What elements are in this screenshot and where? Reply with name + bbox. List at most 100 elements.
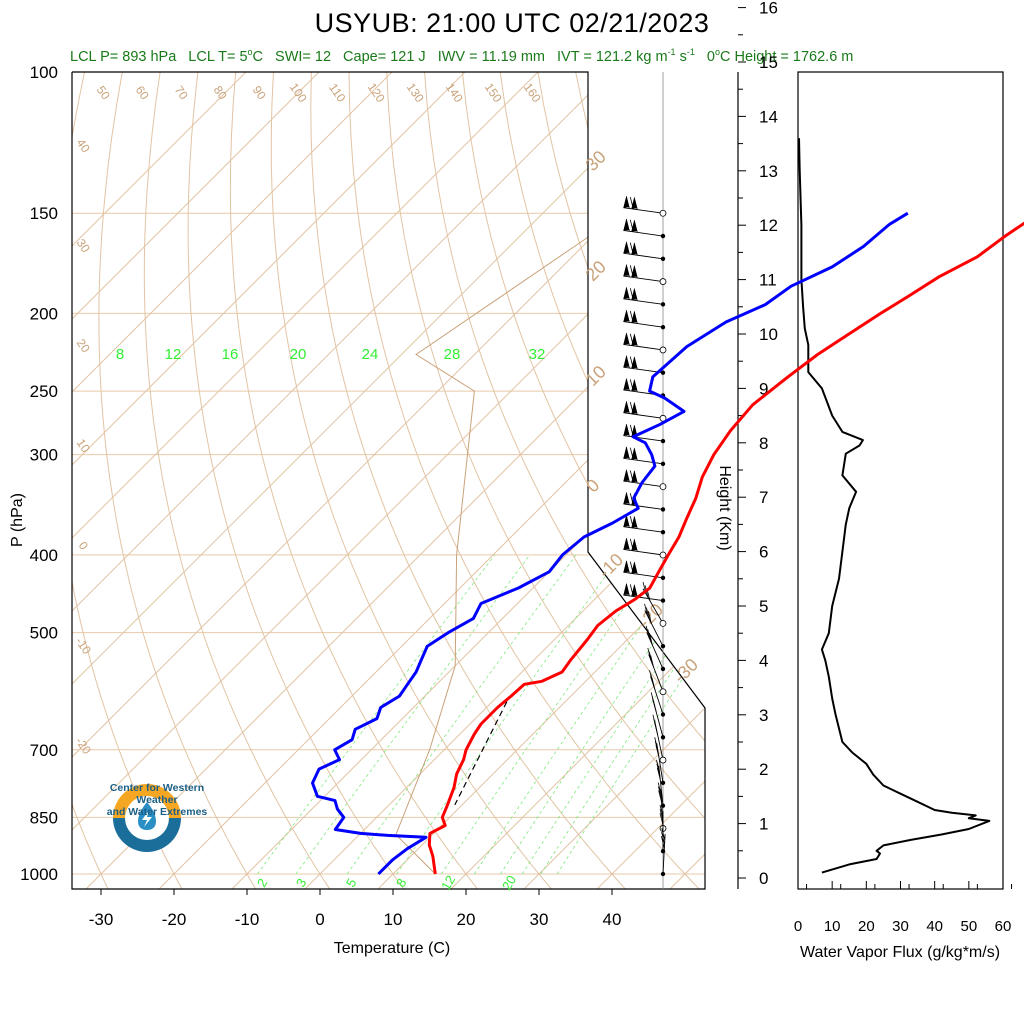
freezing-level-height: 0	[706, 48, 715, 65]
mixing-ratio-line	[556, 554, 705, 875]
skewt-grid	[72, 72, 1024, 891]
wind-barb-feather	[633, 334, 638, 347]
wind-barb-feather	[625, 583, 630, 596]
dry-adiabat-line	[916, 72, 1024, 891]
wind-barb-feather	[629, 470, 634, 483]
skewt-frame	[71, 71, 706, 890]
wind-barb	[623, 480, 664, 488]
pressure-tick-label: 850	[30, 808, 58, 827]
temperature-tick-label: 30	[530, 910, 549, 929]
dry-adiabat-line	[537, 72, 705, 889]
wind-barb	[623, 321, 664, 328]
height-tick-label: 7	[759, 488, 768, 507]
wind-barb-feather	[625, 447, 630, 460]
dry-adiabat-line	[650, 72, 705, 889]
height-tick-label: 6	[759, 543, 768, 562]
wind-barb	[623, 457, 664, 465]
lcl-temperature-unit: C	[252, 48, 264, 65]
cape-value: Cape= 121 J	[343, 48, 426, 65]
wind-barb-feather	[633, 562, 638, 575]
wind-barb-feather	[629, 561, 634, 574]
pressure-tick-label: 700	[30, 741, 58, 760]
wind-barb-feather	[644, 603, 648, 616]
isotherm-line	[375, 72, 705, 889]
wind-barb-feather	[658, 790, 663, 803]
logo-line-1: Center for Western Weather	[109, 782, 205, 806]
pressure-tick-label: 400	[30, 546, 58, 565]
wind-barb-feather	[625, 560, 630, 574]
flux-panel-frame	[797, 71, 1004, 890]
height-tick-label: 0	[759, 869, 768, 888]
parcel-reference-line	[395, 72, 705, 875]
wind-barb-feather	[629, 379, 634, 392]
logo-text: Center for Western Weather and Water Ext…	[88, 782, 226, 818]
isotherm-line	[302, 72, 705, 889]
mixing-ratio-line	[500, 554, 705, 875]
wind-barb-feather	[633, 197, 638, 210]
wind-barb-flag	[623, 446, 630, 459]
wind-barb-feather	[650, 655, 655, 668]
flux-tick-label: 50	[960, 918, 977, 935]
wind-barb-feather	[625, 241, 630, 255]
wind-barb-feather	[658, 786, 662, 799]
dry-adiabat-line	[727, 72, 1024, 891]
wind-barb-flag	[623, 195, 630, 208]
wind-barb-station-dot	[660, 302, 666, 307]
wind-barb-flag	[623, 218, 630, 231]
swi-value: SWI= 12	[275, 48, 332, 65]
flux-tick-label: 0	[794, 918, 802, 935]
wind-barb-feather	[629, 515, 634, 529]
wind-barb-flag	[623, 309, 630, 322]
mixing-ratio-line	[473, 554, 691, 875]
wind-barb	[623, 503, 664, 510]
pressure-tick-label: 150	[30, 204, 58, 223]
dry-adiabat-line	[803, 72, 1024, 891]
wind-barb-station-dot	[659, 483, 667, 491]
wind-barb	[658, 765, 664, 806]
wind-barb-flag	[623, 583, 630, 596]
wind-barb	[623, 229, 664, 237]
wind-barb	[623, 343, 664, 351]
dry-adiabat-line	[765, 72, 1024, 891]
temperature-tick-label: 20	[457, 910, 476, 929]
wind-barb-flag	[623, 537, 630, 550]
mixing-ratio-upper-label: 32	[529, 346, 546, 363]
isotherm-right-label: 10	[582, 362, 610, 390]
wind-barb	[623, 548, 664, 556]
dry-adiabat-label: 120	[365, 80, 388, 105]
wind-barb	[642, 588, 664, 624]
wind-barb-feather	[629, 288, 634, 301]
wind-barb-flag	[623, 560, 630, 573]
wind-barb-feather	[633, 379, 638, 392]
dry-adiabat-line	[688, 72, 705, 889]
mixing-ratio-lower-label: 2	[254, 876, 271, 890]
flux-tick-label: 20	[858, 918, 875, 935]
height-tick-label: 5	[759, 597, 768, 616]
dry-adiabat-line	[878, 72, 1024, 891]
dry-adiabat-line	[310, 72, 628, 889]
mixing-ratio-lower-label: 12	[438, 873, 458, 893]
wind-barb-feather	[633, 243, 638, 256]
flux-tick-label: 30	[892, 918, 909, 935]
height-tick-label: 16	[759, 0, 778, 18]
wind-barb-station-dot	[660, 735, 666, 740]
dry-adiabat-label: 60	[133, 83, 152, 102]
cw3e-logo: Center for Western Weather and Water Ext…	[88, 782, 226, 818]
dry-adiabat-line	[98, 72, 258, 889]
wind-barb-flag	[623, 469, 630, 482]
water-vapor-flux-trace	[798, 138, 991, 874]
wind-barb-feather	[659, 805, 664, 818]
height-tick-label: 10	[759, 325, 778, 344]
wind-barb-station-dot	[660, 256, 666, 261]
wind-barb-feather	[649, 633, 653, 646]
wind-barb-feather	[656, 759, 660, 772]
wind-barb	[623, 435, 664, 442]
ivt-value: IVT = 121.2 kg m	[557, 48, 668, 65]
pressure-tick-label: 250	[30, 382, 58, 401]
wind-barb	[623, 252, 664, 260]
wind-barb-station-dot	[660, 780, 666, 786]
wind-barb-flag	[623, 423, 630, 436]
dry-adiabat-label: 110	[326, 81, 349, 105]
dry-adiabat-line	[348, 72, 702, 889]
wind-barb-station-dot	[660, 438, 666, 444]
